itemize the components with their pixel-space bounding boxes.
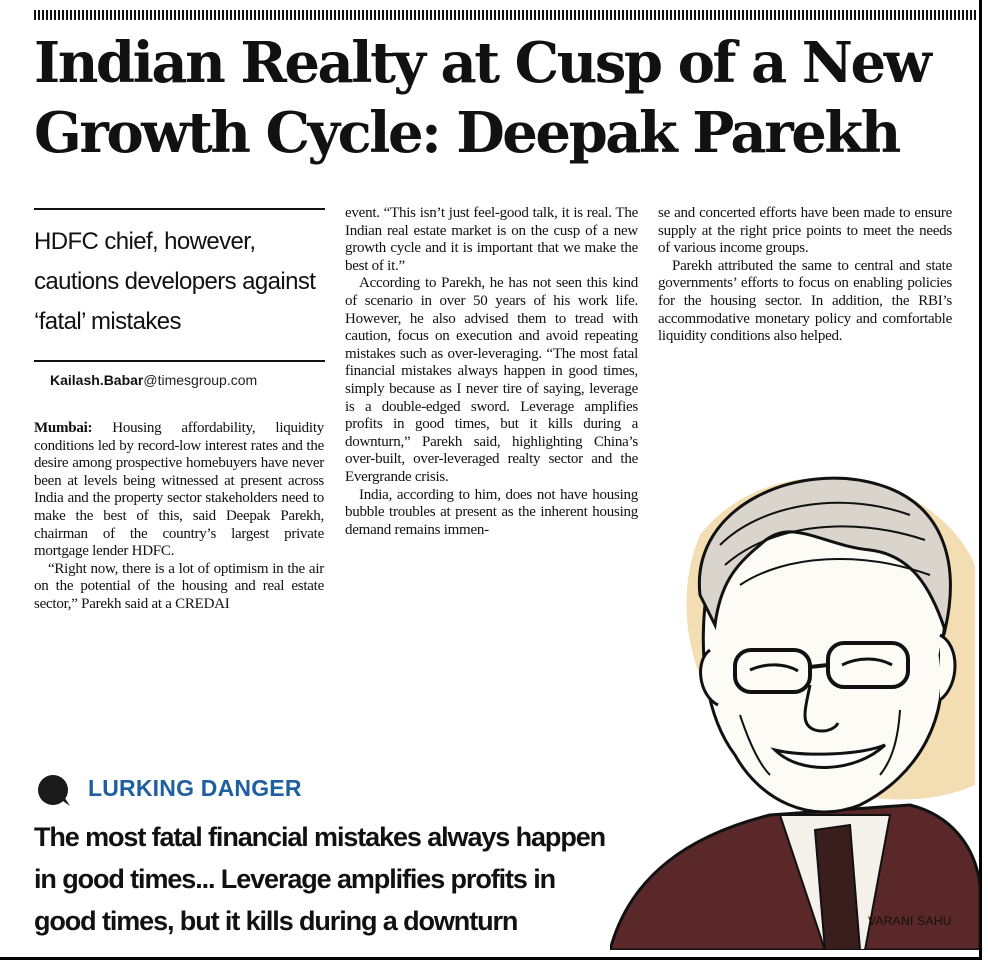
article-column-1: Mumbai: Housing affordability, liquidity…: [34, 420, 324, 614]
dateline: Mumbai:: [34, 420, 93, 436]
paragraph: Mumbai: Housing affordability, liquidity…: [34, 420, 324, 561]
top-rule: [34, 10, 978, 20]
pullquote-line: in good times... Leverage amplifies prof…: [34, 864, 556, 894]
deck: HDFC chief, however, cautions developers…: [34, 228, 316, 335]
deck-bottom-rule: [34, 360, 325, 362]
quote-bubble-icon: [38, 775, 70, 806]
pullquote-line: The most fatal financial mistakes always…: [34, 822, 606, 852]
illustration-credit: VARANI SAHU: [868, 914, 952, 928]
paragraph: According to Parekh, he has not seen thi…: [345, 275, 638, 485]
paragraph: “Right now, there is a lot of optimism i…: [34, 560, 324, 612]
paragraph-text: Housing affordability, liquidity conditi…: [34, 420, 324, 560]
byline-domain: @timesgroup.com: [143, 372, 258, 388]
article-column-2: event. “This isn’t just feel-good talk, …: [345, 205, 638, 539]
article-column-3: se and concerted efforts have been made …: [658, 205, 952, 346]
paragraph: Parekh attributed the same to central an…: [658, 257, 952, 345]
byline-name: Kailash.Babar: [50, 372, 144, 388]
pullquote-line: good times, but it kills during a downtu…: [34, 906, 518, 936]
paragraph: se and concerted efforts have been made …: [658, 205, 952, 257]
paragraph: event. “This isn’t just feel-good talk, …: [345, 205, 638, 274]
pullquote: The most fatal financial mistakes always…: [34, 816, 674, 942]
deck-top-rule: [34, 208, 325, 210]
portrait-illustration: [610, 455, 980, 950]
paragraph: India, according to him, does not have h…: [345, 486, 638, 538]
byline: Kailash.Babar@timesgroup.com: [50, 372, 257, 388]
pullquote-kicker: LURKING DANGER: [88, 775, 302, 801]
headline: Indian Realty at Cusp of a New Growth Cy…: [34, 30, 932, 166]
